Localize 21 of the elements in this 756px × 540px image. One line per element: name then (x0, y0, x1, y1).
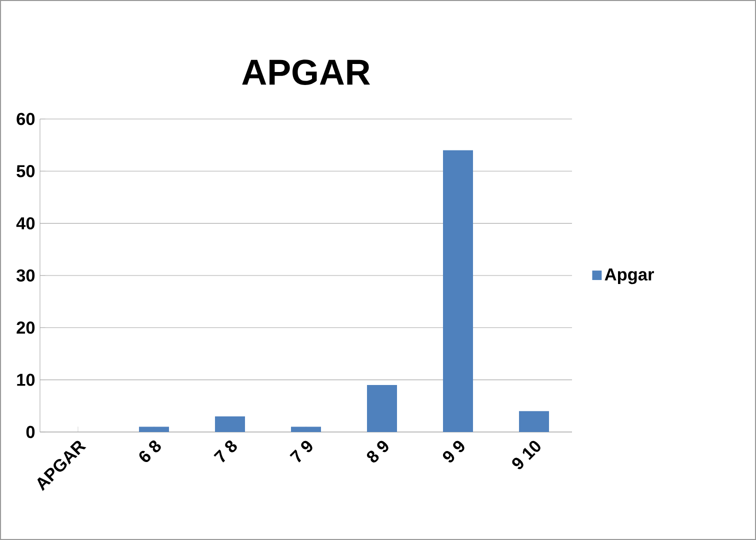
bar (138, 426, 169, 432)
x-tick-label: 9 9 (442, 440, 464, 462)
y-tick-label: 20 (16, 322, 35, 334)
bar (366, 385, 397, 432)
bar (443, 150, 474, 432)
y-tick-label: 60 (16, 112, 35, 126)
chart-title: APGAR (242, 60, 370, 85)
bar (519, 411, 550, 432)
x-tick-label: 7 9 (290, 440, 312, 462)
x-tick-label: 9 10 (512, 440, 540, 470)
legend-label: Apgar (604, 268, 654, 284)
x-tick-label: 6 8 (139, 440, 161, 462)
y-tick-label: 50 (16, 165, 35, 178)
y-tick-label: 0 (26, 426, 35, 438)
y-tick-label: 40 (16, 217, 35, 230)
x-tick-label: 7 8 (214, 440, 237, 462)
bar (214, 416, 245, 432)
x-tick-label: 8 9 (366, 440, 388, 462)
y-tick-label: 30 (16, 269, 35, 282)
y-tick-label: 10 (17, 374, 35, 386)
bar (290, 426, 321, 432)
